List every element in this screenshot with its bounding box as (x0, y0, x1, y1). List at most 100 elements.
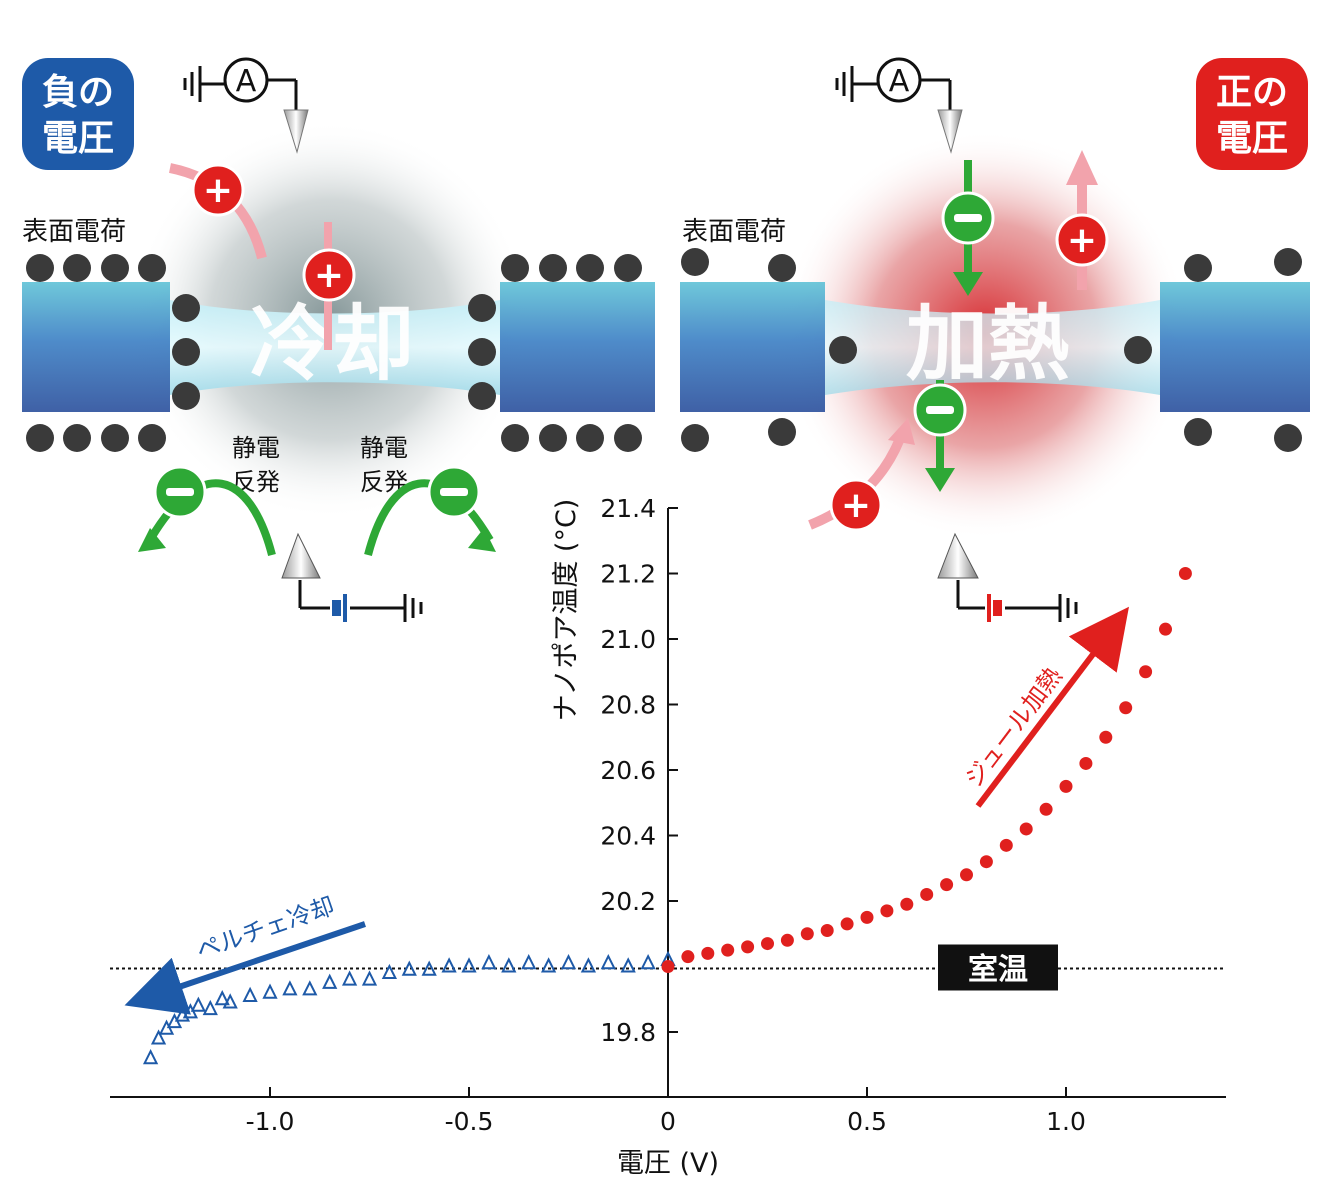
data-point-triangle (262, 983, 278, 999)
ammeter-label: A (236, 64, 257, 99)
data-point-circle (1119, 701, 1133, 715)
surface-charges (26, 254, 642, 452)
cation-icon (191, 163, 245, 217)
repulsion-label-right-1: 静電 (360, 434, 408, 462)
y-tick-label: 21.2 (600, 560, 656, 589)
data-point-triangle (202, 999, 218, 1016)
top-probe-tip (283, 109, 309, 154)
data-point-circle (940, 878, 954, 892)
badge-line-1: 負の (42, 72, 114, 113)
data-point-triangle (521, 953, 537, 970)
ammeter-circuit (835, 57, 952, 112)
y-tick-label: 21.4 (600, 494, 656, 523)
heating-label: 加熱 (906, 297, 1070, 392)
x-tick-label: 0 (660, 1107, 676, 1136)
data-point-circle (661, 960, 675, 973)
y-tick-label: 20.6 (600, 756, 656, 785)
battery-circuit (298, 580, 423, 622)
battery-icon (987, 594, 991, 622)
bottom-probe-tip (937, 532, 979, 579)
ammeter-circuit (183, 57, 298, 112)
cation-icon (829, 478, 883, 532)
left-membrane-block-2 (680, 282, 825, 412)
left-membrane-block (22, 282, 170, 412)
data-point-triangle (361, 970, 378, 986)
data-point-triangle (540, 957, 557, 973)
data-point-circle (860, 910, 874, 924)
data-point-triangle (190, 996, 206, 1012)
data-point-circle (741, 940, 755, 954)
pore-channel (170, 300, 500, 395)
data-point-circle (701, 946, 715, 960)
data-point-circle (1079, 756, 1093, 770)
badge-line-2: 電圧 (1216, 118, 1288, 159)
data-point-triangle (302, 980, 318, 996)
data-point-circle (1099, 730, 1113, 744)
data-point-triangle (640, 953, 656, 970)
cooling-arrow (124, 921, 366, 1015)
right-membrane-block-2 (1160, 282, 1310, 412)
chart-axes: -1.0 -0.5 0 0.5 1.0 19.8 20.2 20.4 20.6 20.8 21.0 2… (110, 494, 1226, 1179)
bottom-probe-tip (281, 532, 321, 579)
data-point-triangle (401, 960, 417, 976)
badge-line-2: 電圧 (42, 118, 114, 159)
data-point-triangle (501, 957, 517, 973)
svg-text:+: + (841, 485, 871, 526)
data-point-circle (800, 927, 814, 941)
y-tick-label: 20.8 (600, 691, 656, 720)
data-point-triangle (142, 1048, 159, 1065)
badge-line-1: 正の (1216, 72, 1288, 113)
positive-voltage-badge (1196, 58, 1308, 170)
data-point-circle (880, 904, 894, 918)
room-temperature-label: 室温 (968, 953, 1028, 988)
data-point-triangle (242, 986, 258, 1002)
svg-text:+: + (314, 255, 344, 296)
data-point-circle (999, 838, 1013, 852)
data-point-circle (761, 937, 774, 951)
repulsion-label-left-1: 静電 (232, 434, 280, 462)
data-point-triangle (421, 960, 437, 976)
data-point-circle (1178, 567, 1192, 580)
left-panel: 負の 電圧 表面電荷 冷却 + + 静電 反発 静電 反発 (22, 57, 655, 622)
data-point-triangle (381, 963, 398, 980)
surface-charge-label: 表面電荷 (682, 217, 786, 247)
data-point-triangle (322, 973, 338, 989)
svg-text:+: + (1067, 220, 1097, 261)
y-tick-label: 20.2 (600, 887, 656, 916)
x-tick-label: -1.0 (246, 1107, 295, 1136)
data-point-circle (900, 897, 914, 911)
surface-charges (681, 248, 1302, 452)
data-point-circle (1059, 779, 1073, 793)
room-temperature-badge (938, 944, 1058, 991)
negative-voltage-badge (22, 58, 134, 170)
data-point-circle (1159, 622, 1172, 636)
data-point-triangle (560, 953, 577, 970)
data-point-circle (979, 855, 993, 869)
ammeter-label: A (889, 64, 910, 99)
data-point-triangle (620, 957, 636, 973)
data-point-triangle (600, 953, 616, 970)
y-tick-label: 21.0 (600, 625, 656, 654)
x-axis-label: 電圧 (V) (617, 1148, 719, 1179)
data-point-circle (840, 917, 854, 931)
y-axis-label: ナノポア温度 (°C) (551, 499, 582, 722)
top-probe-tip (937, 109, 963, 154)
cooling-annotation: ペルチェ冷却 (193, 892, 338, 965)
data-point-circle (820, 923, 834, 937)
battery-icon (332, 600, 341, 616)
cation-icon (302, 248, 356, 302)
data-point-circle (780, 933, 794, 947)
data-point-circle (960, 868, 973, 882)
data-point-circle (1139, 665, 1153, 679)
data-point-triangle (341, 970, 358, 986)
data-point-circle (681, 950, 695, 964)
data-point-triangle (580, 957, 597, 973)
repulsion-arrow-right (364, 479, 494, 557)
x-tick-label: 0.5 (847, 1107, 887, 1136)
data-point-triangle (481, 953, 497, 970)
data-point-triangle (441, 957, 457, 973)
x-tick-label: -0.5 (445, 1107, 494, 1136)
cation-icon (1055, 213, 1109, 267)
data-point-circle (920, 887, 934, 901)
